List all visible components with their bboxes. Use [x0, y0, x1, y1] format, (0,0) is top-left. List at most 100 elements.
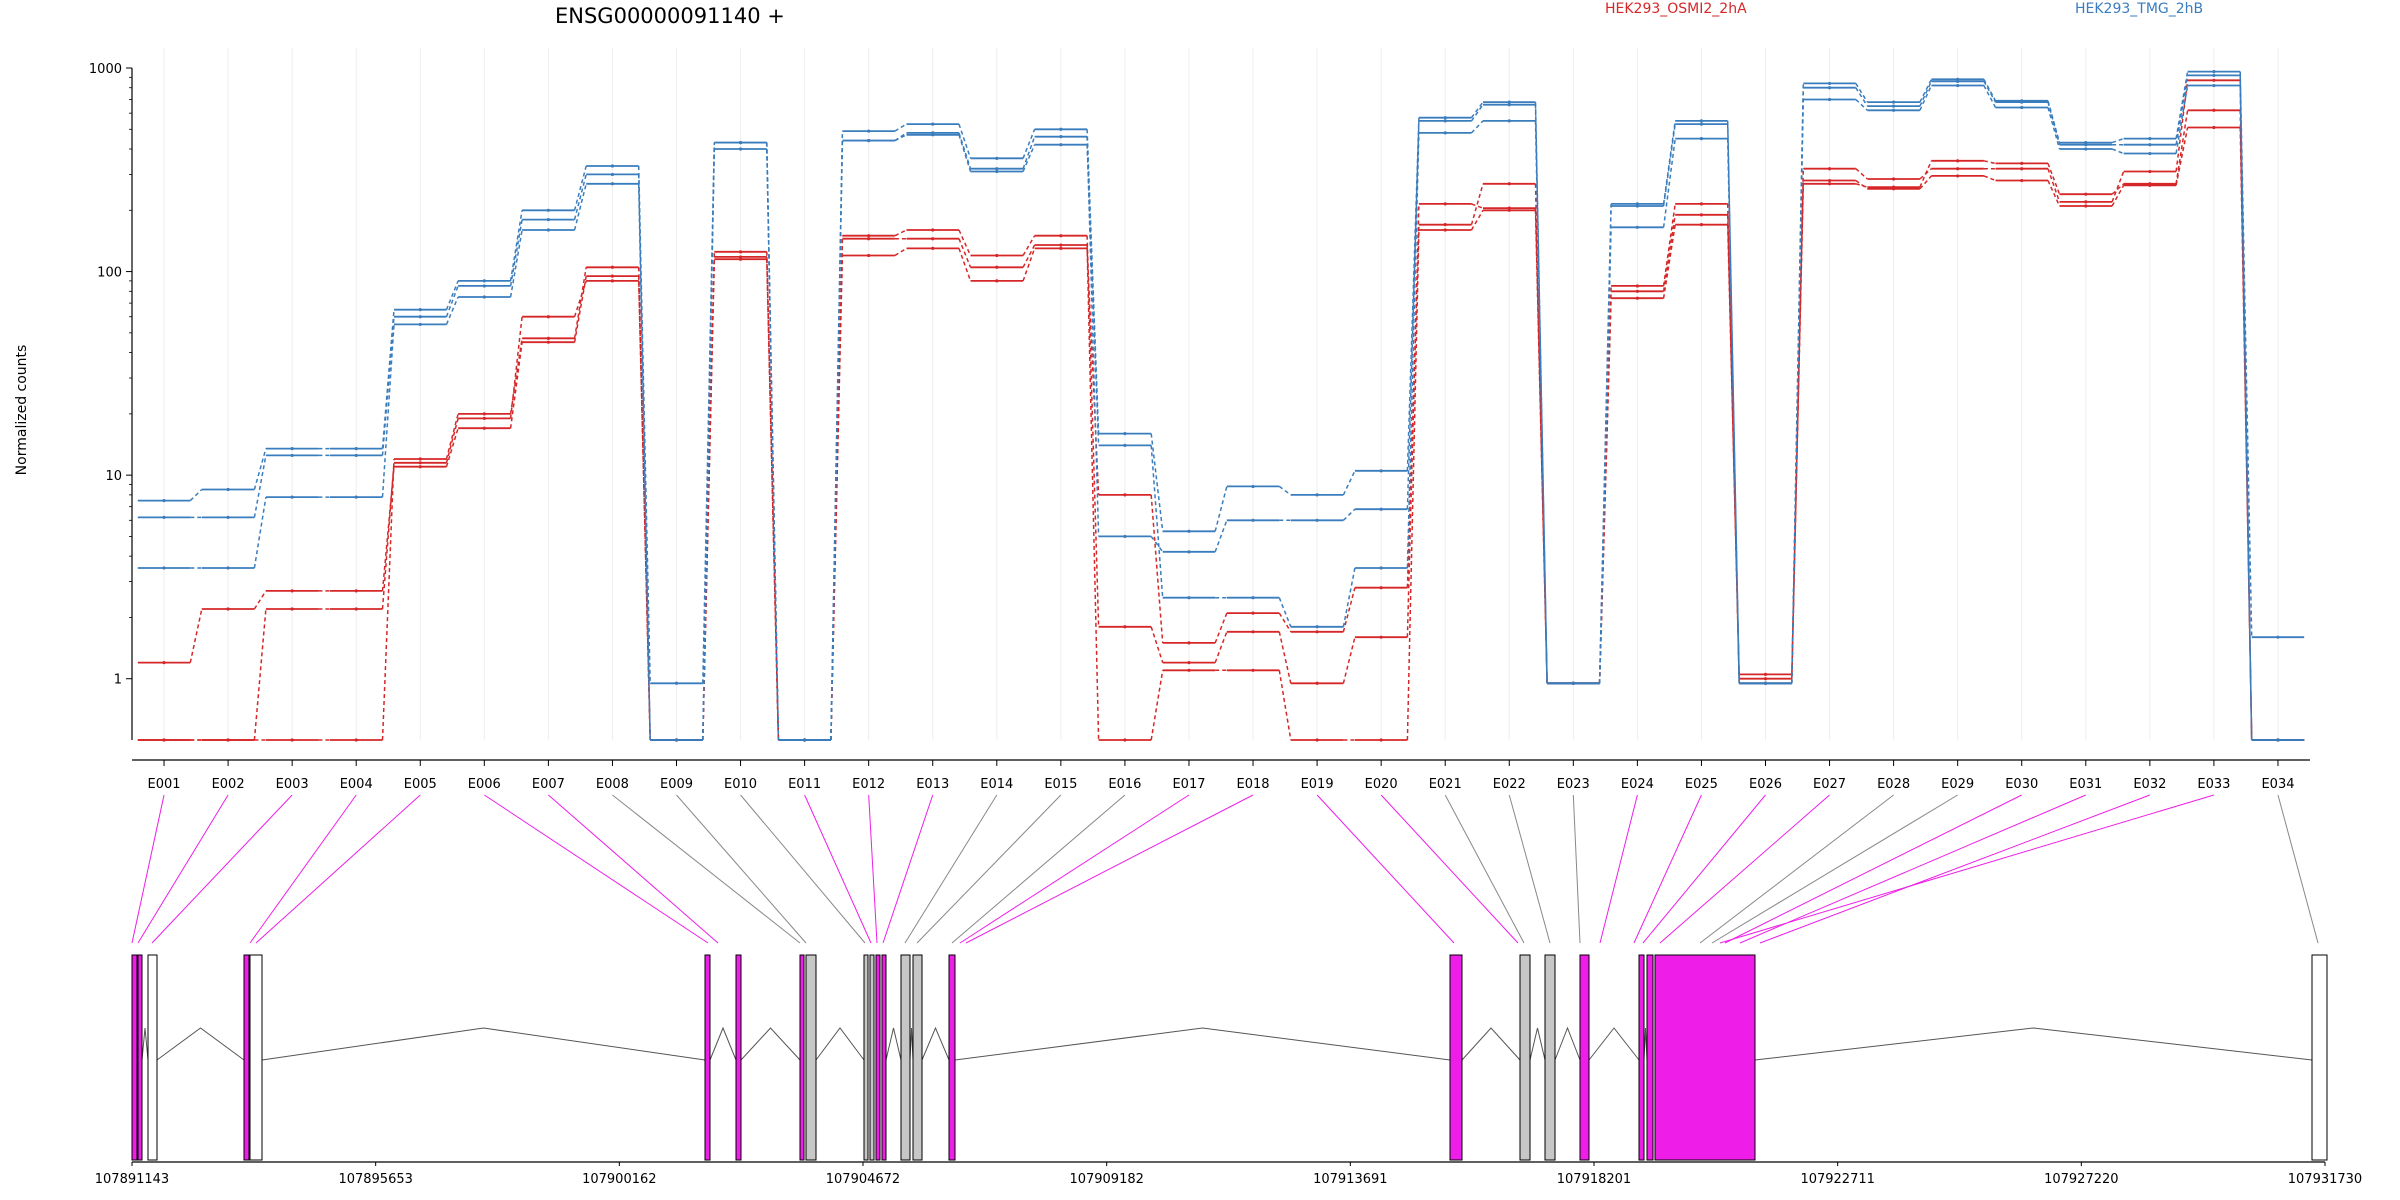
x-tick-label: E022: [1493, 777, 1526, 792]
exon-connector: [1724, 794, 2022, 944]
exon-connector: [676, 794, 807, 944]
x-tick-label: E013: [916, 777, 949, 792]
x-tick-label: E008: [596, 777, 629, 792]
exon-block: [137, 954, 143, 1161]
series-line: [137, 109, 2305, 741]
exon-block: [249, 954, 263, 1161]
series-5: [137, 83, 2305, 742]
series-transition: [189, 71, 2253, 741]
exon-connector: [1316, 794, 1455, 944]
x-tick-label: E003: [276, 777, 309, 792]
exon-block: [900, 954, 911, 1161]
exon-connector: [2277, 794, 2319, 944]
intron-line: [156, 1027, 245, 1061]
intron-line: [261, 1027, 706, 1061]
exon-connector: [882, 794, 934, 944]
x-tick-label: E011: [788, 777, 821, 792]
x-tick-label: E020: [1365, 777, 1398, 792]
series-line: [137, 84, 2305, 741]
x-tick-label: E007: [532, 777, 565, 792]
exon-connector: [151, 794, 293, 944]
exon-connector: [249, 794, 357, 944]
x-tick-label: E009: [660, 777, 693, 792]
intron-line: [1461, 1027, 1521, 1061]
exon-connectors: [131, 794, 2319, 944]
exon-block: [147, 954, 158, 1161]
exon-connector: [740, 794, 866, 944]
exon-connector: [137, 794, 229, 944]
intron-line: [815, 1027, 865, 1061]
y-tick-label: 10: [105, 469, 122, 484]
exon-connector: [1699, 794, 1894, 944]
exon-block: [948, 954, 956, 1161]
series-1: [137, 78, 2305, 742]
exon-block: [2311, 954, 2328, 1161]
x-tick-label: E023: [1557, 777, 1590, 792]
exon-connector: [484, 794, 709, 944]
exon-connector: [1599, 794, 1638, 944]
exon-connector: [1711, 794, 1958, 944]
exon-connector: [1633, 794, 1702, 944]
genomic-tick-label: 107922711: [1800, 1172, 1874, 1187]
exon-connector: [804, 794, 872, 944]
intron-line: [954, 1027, 1451, 1061]
exon-block: [1638, 954, 1645, 1161]
x-tick-label: E005: [404, 777, 437, 792]
axes: 1 10 100 1000 E001 E002 E003 E004 E005 E006 E007 E0…: [89, 62, 2310, 792]
x-tick-label: E019: [1301, 777, 1334, 792]
exon-connector: [1572, 794, 1581, 944]
exon-block: [704, 954, 711, 1161]
exon-block: [1654, 954, 1756, 1161]
x-tick-label: E027: [1813, 777, 1846, 792]
x-tick-label: E004: [340, 777, 373, 792]
exon-connector: [1508, 794, 1551, 944]
x-tick-label: E014: [980, 777, 1013, 792]
x-tick-label: E033: [2197, 777, 2230, 792]
exon-connector: [904, 794, 998, 944]
exon-block: [869, 954, 875, 1161]
exon-block: [881, 954, 887, 1161]
exon-connector: [1759, 794, 2151, 944]
series-layer: [137, 70, 2305, 742]
intron-line: [1588, 1027, 1640, 1061]
x-tick-label: E015: [1044, 777, 1077, 792]
exon-block: [243, 954, 250, 1161]
intron-line: [1529, 1027, 1546, 1061]
genomic-tick-label: 107927220: [2044, 1172, 2118, 1187]
intron-line: [885, 1027, 902, 1061]
exon-block: [1544, 954, 1556, 1161]
x-tick-label: E018: [1237, 777, 1270, 792]
exon-connector: [959, 794, 1190, 944]
exon-connector: [1739, 794, 2086, 944]
x-tick-label: E024: [1621, 777, 1654, 792]
x-tick-label: E006: [468, 777, 501, 792]
genomic-tick-label: 107900162: [582, 1172, 656, 1187]
x-tick-label: E034: [2261, 777, 2294, 792]
genomic-tick-label: 107895653: [338, 1172, 412, 1187]
x-tick-label: E032: [2133, 777, 2166, 792]
intron-line: [921, 1026, 950, 1061]
exon-block: [735, 954, 742, 1161]
x-tick-label: E031: [2069, 777, 2102, 792]
exon-connector: [548, 794, 719, 944]
exon-block: [875, 954, 881, 1161]
x-tick-label: E021: [1429, 777, 1462, 792]
y-tick-label: 100: [97, 266, 122, 281]
genomic-tick-label: 107891143: [95, 1172, 169, 1187]
series-line: [137, 79, 2305, 741]
exon-block: [799, 954, 805, 1161]
exon-connector: [916, 794, 1062, 944]
x-tick-label: E030: [2005, 777, 2038, 792]
exon-connector: [965, 794, 1254, 944]
genomic-tick-label: 107918201: [1557, 1172, 1631, 1187]
x-tick-label: E012: [852, 777, 885, 792]
y-axis-label: Normalized counts: [14, 345, 30, 476]
series-transition: [190, 80, 2253, 741]
genomic-tick-label: 107909182: [1069, 1172, 1143, 1187]
exon-connector: [131, 794, 165, 944]
intron-line: [709, 1026, 737, 1061]
genomic-tick-label: 107931730: [2288, 1172, 2362, 1187]
exon-connector: [1642, 794, 1766, 944]
intron-line: [1754, 1027, 2313, 1061]
exon-connector: [1380, 794, 1519, 944]
